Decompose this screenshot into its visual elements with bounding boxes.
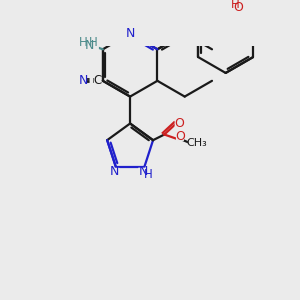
- FancyBboxPatch shape: [138, 168, 153, 176]
- Text: N: N: [110, 165, 119, 178]
- Text: H: H: [89, 36, 98, 49]
- FancyBboxPatch shape: [90, 77, 93, 85]
- FancyBboxPatch shape: [126, 29, 134, 38]
- FancyBboxPatch shape: [94, 77, 100, 85]
- Text: O: O: [174, 117, 184, 130]
- Text: N: N: [125, 27, 135, 40]
- Text: N: N: [138, 165, 148, 178]
- FancyBboxPatch shape: [176, 133, 184, 141]
- Text: H: H: [144, 168, 153, 181]
- FancyBboxPatch shape: [230, 3, 244, 12]
- Text: H: H: [79, 36, 88, 49]
- FancyBboxPatch shape: [79, 41, 99, 50]
- Text: H: H: [231, 0, 239, 11]
- Text: O: O: [233, 1, 243, 14]
- Text: N: N: [79, 74, 88, 87]
- FancyBboxPatch shape: [175, 120, 183, 128]
- Text: CH₃: CH₃: [186, 138, 207, 148]
- FancyBboxPatch shape: [80, 77, 86, 85]
- Text: O: O: [175, 130, 185, 143]
- FancyBboxPatch shape: [188, 139, 205, 147]
- Text: N: N: [84, 39, 94, 52]
- FancyBboxPatch shape: [110, 168, 120, 176]
- Text: C: C: [93, 74, 101, 87]
